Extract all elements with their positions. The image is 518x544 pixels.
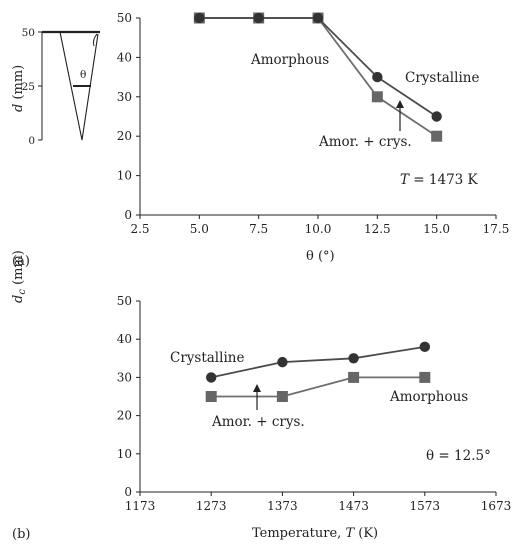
shared-ylabel-sub: c (17, 289, 28, 295)
y-tick-label: 30 (117, 370, 132, 384)
panel-b-crystalline-label: Crystalline (170, 350, 244, 366)
y-tick-label: 50 (117, 294, 132, 308)
crystalline-point (312, 12, 324, 24)
crystalline-point (194, 12, 205, 24)
x-tick-label: 12.5 (364, 222, 391, 236)
panel-a-x-axis-label: θ (°) (306, 249, 335, 264)
y-tick-label: 0 (124, 208, 132, 222)
panel-a-amorphous-label: Amorphous (250, 52, 329, 68)
panel-b: (b) 1173 1273 1373 1473 1573 167301020304050 … (12, 294, 511, 542)
x-tick-label: 1473 (338, 499, 369, 513)
amorphous-point (371, 91, 383, 103)
crystalline-series-line (211, 345, 425, 379)
y-tick-label: 20 (117, 409, 132, 423)
y-tick-label: 20 (117, 129, 132, 143)
x-tick-label: 10.0 (305, 222, 332, 236)
amorphous-point (276, 391, 288, 402)
panel-b-x-axis-label: Temperature, T (K) (252, 526, 378, 541)
x-tick-label: 1373 (267, 499, 298, 513)
inset-cone: 50 25 0 θ d (mm) (11, 27, 100, 147)
panel-b-xlabel-suffix: (K) (354, 526, 378, 541)
crystalline-point (253, 12, 264, 24)
amorphous-point (348, 371, 360, 383)
inset-tick-label-0: 0 (28, 135, 35, 147)
crystalline-point (431, 111, 442, 122)
panel-a-ticks: 2.5 5.0 7.5 10.0 12.5 15.0 17.5 0 10 20 30 40 50 (117, 11, 510, 236)
shared-ylabel-unit: (mm) (11, 250, 26, 289)
crystalline-point (277, 356, 288, 368)
y-tick-label: 10 (117, 169, 132, 183)
amorphous-series-line (199, 17, 438, 137)
panel-a-mixed-label: Amor. + crys. (318, 134, 412, 150)
inset-rim-curl (92, 33, 98, 47)
panel-b-amorphous-label: Amorphous (389, 389, 468, 405)
panel-b-series (205, 341, 431, 402)
y-tick-label: 10 (117, 447, 132, 461)
crystalline-point (419, 341, 430, 353)
inset-tick-label-50: 50 (22, 27, 35, 39)
y-tick-label: 30 (117, 90, 132, 104)
inset-y-axis-label: d (mm) (11, 65, 26, 112)
crystalline-point (372, 71, 383, 83)
panel-a-condition: T = 1473 K (400, 172, 479, 188)
panel-b-xlabel-var: T (345, 526, 355, 541)
x-tick-label: 1573 (410, 499, 441, 513)
shared-y-axis-label: dc (mm) (11, 250, 28, 303)
crystalline-point (348, 353, 359, 364)
panel-b-condition: θ = 12.5° (426, 448, 491, 464)
x-tick-label: 1673 (481, 499, 512, 513)
amorphous-point (205, 391, 217, 402)
x-tick-label: 1173 (125, 499, 156, 513)
x-tick-label: 2.5 (130, 222, 149, 236)
y-tick-label: 40 (117, 332, 132, 346)
panel-a: (a) 2.5 5.0 7.5 10.0 12.5 15.0 17.5 0 10 20 30 40 50… (11, 11, 509, 269)
panel-a-series (193, 12, 443, 142)
panel-a-label: (a) (12, 254, 30, 269)
x-tick-label: 17.5 (483, 222, 510, 236)
panel-a-crystalline-label: Crystalline (405, 70, 479, 86)
x-tick-label: 5.0 (190, 222, 209, 236)
panel-b-mixed-arrowhead (253, 384, 261, 392)
shared-ylabel-var: d (11, 295, 26, 303)
panel-b-label: (b) (12, 527, 30, 542)
amorphous-series-line (211, 376, 425, 398)
panel-b-ticks: 1173 1273 1373 1473 1573 1673 0 10 20 30 40 50 (117, 294, 512, 513)
inset-tick-label-25: 25 (22, 81, 35, 93)
y-tick-label: 40 (117, 50, 132, 64)
inset-ylabel-var: d (11, 104, 26, 112)
x-tick-label: 7.5 (249, 222, 268, 236)
crystalline-point (206, 372, 217, 383)
panel-a-condition-val: = 1473 K (409, 172, 479, 188)
amorphous-point (431, 130, 443, 142)
panel-b-xlabel-prefix: Temperature, (252, 526, 345, 541)
amorphous-point (419, 371, 431, 383)
x-tick-label: 15.0 (423, 222, 450, 236)
x-tick-label: 1273 (196, 499, 227, 513)
inset-theta-label: θ (80, 69, 86, 81)
y-tick-label: 50 (117, 11, 132, 25)
inset-ylabel-unit: (mm) (11, 65, 26, 104)
panel-a-mixed-arrowhead (396, 100, 404, 108)
panel-a-condition-var: T (400, 172, 410, 188)
panel-b-mixed-label: Amor. + crys. (211, 414, 305, 430)
y-tick-label: 0 (124, 485, 132, 499)
